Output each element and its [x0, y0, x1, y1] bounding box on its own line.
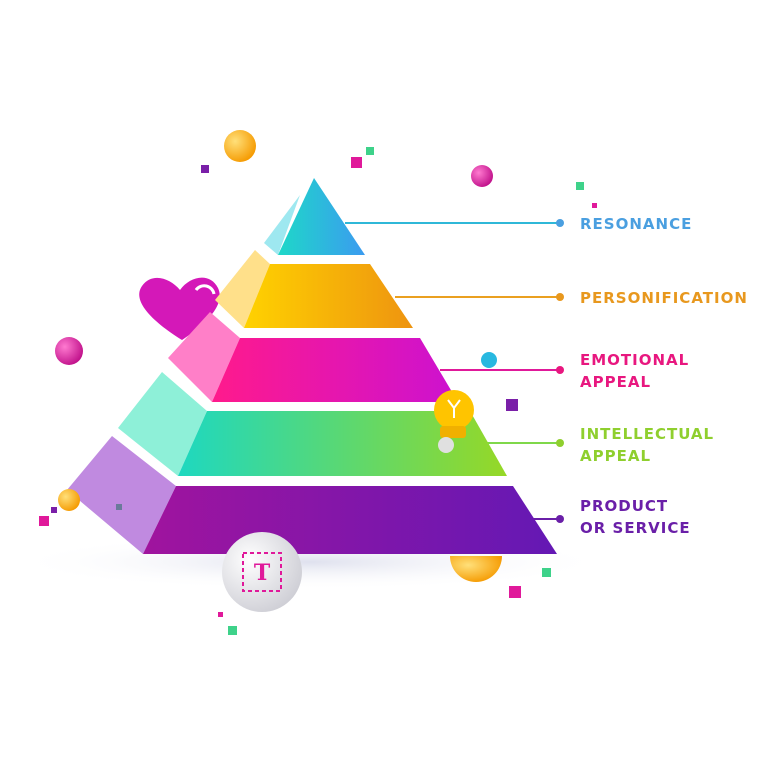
- level-label: OR SERVICE: [580, 519, 691, 537]
- level-label: APPEAL: [580, 373, 651, 391]
- level-label: PRODUCT: [580, 497, 668, 515]
- badge-letter: T: [254, 560, 271, 586]
- connectors: [345, 219, 564, 523]
- badge: T: [222, 532, 302, 612]
- labels: RESONANCE PERSONIFICATION EMOTIONAL APPE…: [580, 215, 748, 537]
- level-label: APPEAL: [580, 447, 651, 465]
- decorations: [39, 130, 597, 635]
- level-label: INTELLECTUAL: [580, 425, 714, 443]
- level-label: RESONANCE: [580, 215, 692, 233]
- level-label: PERSONIFICATION: [580, 289, 748, 307]
- lightbulb: [434, 390, 474, 453]
- pyramid: [67, 178, 557, 554]
- level-label: EMOTIONAL: [580, 351, 689, 369]
